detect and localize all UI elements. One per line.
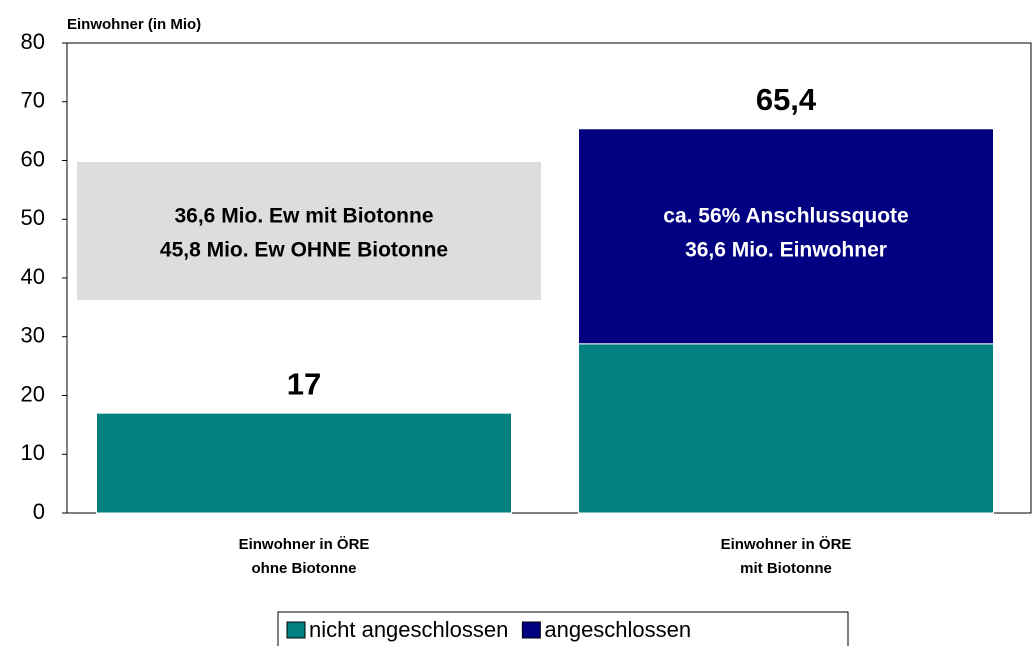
y-tick-label: 30: [21, 323, 45, 348]
y-tick-label: 50: [21, 205, 45, 230]
x-tick-label: Einwohner in ÖRE mit Biotonne: [720, 536, 852, 577]
legend-label: nicht angeschlossen: [309, 617, 508, 642]
chart-title: Einwohner (in Mio): [67, 16, 201, 33]
annotation: ca. 56% Anschlussquote: [663, 205, 908, 228]
annotation-box: [77, 162, 541, 300]
total-label: 65,4: [756, 82, 817, 117]
legend-swatch: [286, 621, 306, 639]
x-tick-label: Einwohner in ÖRE ohne Biotonne: [238, 536, 370, 577]
y-tick-label: 40: [21, 264, 45, 289]
y-tick-label: 20: [21, 381, 45, 406]
legend-label: angeschlossen: [544, 617, 691, 642]
bar-segment: [578, 343, 994, 514]
bar-segment: [578, 128, 994, 345]
annotation: 36,6 Mio. Einwohner: [685, 239, 887, 262]
y-tick-label: 70: [21, 88, 45, 113]
legend-swatch: [521, 621, 541, 639]
annotation: 45,8 Mio. Ew OHNE Biotonne: [160, 239, 448, 262]
y-tick-label: 10: [21, 440, 45, 465]
bar-segment: [96, 412, 512, 514]
y-tick-label: 60: [21, 146, 45, 171]
total-label: 17: [287, 366, 321, 401]
y-tick-label: 80: [21, 29, 45, 54]
annotation: 36,6 Mio. Ew mit Biotonne: [174, 205, 433, 228]
legend-box: [277, 611, 849, 646]
y-tick-label: 0: [33, 499, 45, 524]
